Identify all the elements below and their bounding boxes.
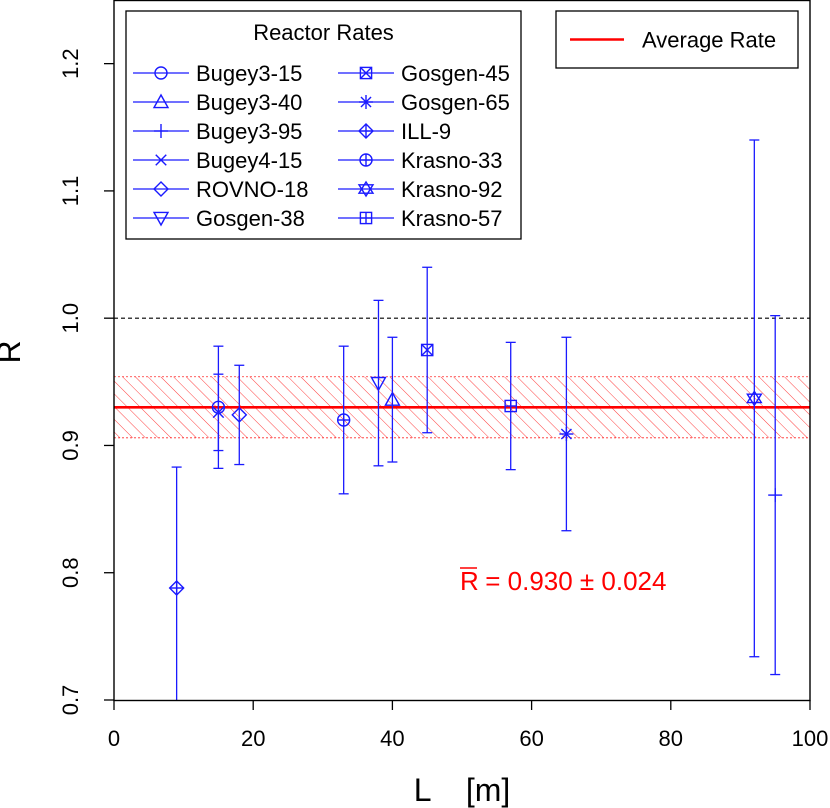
- legend-entry: ILL-9: [338, 119, 451, 144]
- data-point: [384, 336, 401, 463]
- legend-marker: [359, 95, 373, 109]
- point-marker: [384, 391, 401, 406]
- point-marker: [559, 427, 574, 441]
- legend-marker: [155, 154, 167, 166]
- data-point: [336, 345, 351, 495]
- legend-marker: [152, 211, 170, 227]
- legend-entry: Krasno-33: [338, 148, 503, 173]
- x-axis-label: L [m]: [414, 772, 511, 808]
- legend-marker: [359, 211, 373, 225]
- legend-entry: Krasno-92: [338, 177, 503, 202]
- x-tick-label: 0: [108, 726, 120, 751]
- legend-label: Bugey4-15: [196, 148, 302, 173]
- legend-label: ROVNO-18: [196, 177, 308, 202]
- point-marker: [420, 343, 434, 357]
- legend-marker: [152, 93, 170, 109]
- y-tick-label: 1.0: [58, 303, 83, 334]
- average-annotation: R = 0.930 ± 0.024: [460, 566, 666, 596]
- data-point: [168, 466, 185, 700]
- legend-entry: Bugey3-15: [133, 61, 302, 86]
- point-marker: [212, 406, 225, 419]
- legend-entry: ROVNO-18: [133, 177, 308, 202]
- legend-label: Bugey3-40: [196, 90, 302, 115]
- point-marker: [768, 488, 783, 503]
- data-point: [559, 336, 574, 532]
- legend-marker: [358, 123, 374, 139]
- data-point: [231, 364, 248, 466]
- point-marker: [168, 580, 185, 596]
- legend-label: Gosgen-45: [401, 61, 510, 86]
- legend-marker: [359, 153, 373, 167]
- data-point: [768, 314, 783, 676]
- legend-entry: Bugey3-95: [133, 119, 302, 144]
- x-tick-label: 20: [241, 726, 265, 751]
- point-marker: [504, 399, 518, 413]
- legend-entry: Gosgen-65: [338, 90, 510, 115]
- point-marker: [336, 413, 351, 427]
- legend-entry: Krasno-57: [338, 206, 503, 231]
- x-tick-label: 40: [380, 726, 404, 751]
- legend-label: Gosgen-38: [196, 206, 305, 231]
- legend-marker: [359, 66, 373, 80]
- x-tick-label: 100: [792, 726, 829, 751]
- legend-label: Gosgen-65: [401, 90, 510, 115]
- x-tick-label: 80: [659, 726, 683, 751]
- data-point: [370, 299, 387, 467]
- data-point: [420, 266, 434, 434]
- legend-label: Bugey3-95: [196, 119, 302, 144]
- legend-entry: Gosgen-45: [338, 61, 510, 86]
- data-point: [504, 341, 518, 471]
- data-point: [746, 139, 763, 658]
- legend-entry: Bugey4-15: [133, 148, 302, 173]
- legend-marker: [153, 181, 169, 197]
- legend-marker: [154, 124, 168, 138]
- y-tick-label: 0.7: [58, 685, 83, 716]
- legend-label: ILL-9: [401, 119, 451, 144]
- data-point: [212, 373, 225, 452]
- legend-reactor-box: [125, 10, 522, 240]
- legend-label: Krasno-57: [401, 206, 503, 231]
- legend-label: Krasno-33: [401, 148, 503, 173]
- legend-label: Krasno-92: [401, 177, 503, 202]
- y-tick-label: 1.2: [58, 48, 83, 79]
- legend-average-label: Average Rate: [642, 28, 776, 53]
- legend-entry: Gosgen-38: [133, 206, 305, 231]
- point-marker: [370, 376, 387, 392]
- y-tick-label: 1.1: [58, 176, 83, 207]
- legend-reactor-title: Reactor Rates: [253, 20, 394, 45]
- y-tick-label: 0.8: [58, 557, 83, 588]
- x-tick-label: 60: [519, 726, 543, 751]
- y-tick-label: 0.9: [58, 430, 83, 461]
- legend-label: Bugey3-15: [196, 61, 302, 86]
- legend-average-box: [555, 10, 799, 69]
- average-symbol: R: [460, 566, 479, 596]
- point-marker: [746, 390, 763, 407]
- point-marker: [231, 406, 248, 423]
- average-annotation-text: = 0.930 ± 0.024: [478, 566, 666, 596]
- legend-marker: [154, 66, 168, 80]
- y-axis-label: R: [0, 340, 27, 363]
- legend-entry: Bugey3-40: [133, 90, 302, 115]
- legend-marker: [357, 180, 375, 198]
- plot-frame: [113, 0, 811, 702]
